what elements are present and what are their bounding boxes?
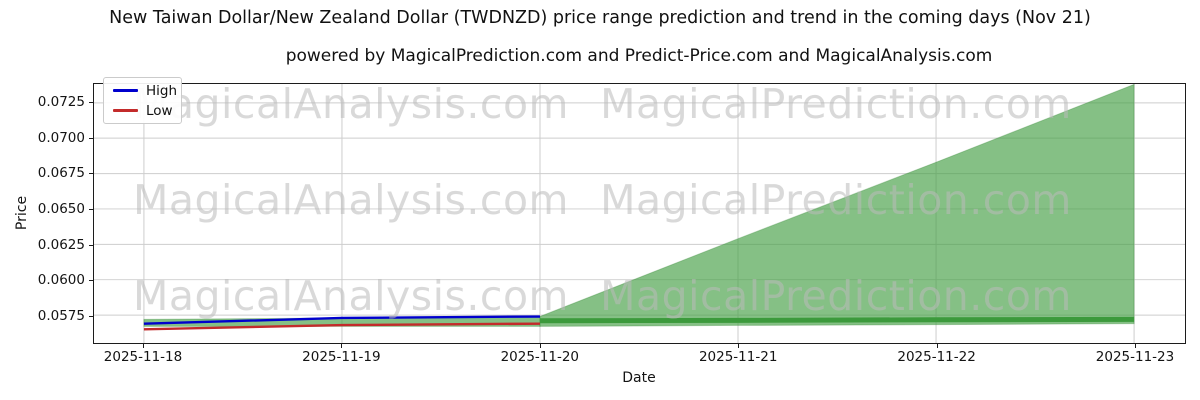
y-tick-mark [89,244,93,246]
legend-item-low: Low [113,104,181,118]
x-tick-label: 2025-11-19 [302,349,381,365]
x-tick-label: 2025-11-20 [500,349,580,365]
x-tick-mark [738,344,740,348]
chart-subtitle: powered by MagicalPrediction.com and Pre… [285,46,993,66]
chart-title: New Taiwan Dollar/New Zealand Dollar (TW… [109,8,1091,28]
x-tick-mark [1135,344,1136,348]
y-tick-label: 0.0675 [37,165,85,182]
x-tick-mark [539,344,541,348]
high-line-swatch [113,89,138,92]
y-tick-label: 0.0700 [37,129,85,146]
y-tick-mark [89,102,93,103]
legend-label-low: Low [146,102,173,119]
x-tick-mark [143,344,144,348]
y-tick-label: 0.0725 [37,94,85,110]
x-tick-label: 2025-11-18 [103,349,183,365]
legend: High Low [103,77,182,124]
y-tick-label: 0.0625 [37,236,85,253]
y-tick-mark [89,137,93,139]
low-line-swatch [113,109,138,112]
y-tick-mark [89,173,93,175]
x-axis-label: Date [622,370,656,386]
plot-area [93,83,1186,344]
y-tick-mark [89,280,93,282]
y-tick-mark [89,315,93,317]
high-line [143,315,540,325]
plot-canvas [94,84,1185,343]
x-tick-label: 2025-11-21 [698,349,778,365]
y-tick-label: 0.0650 [37,200,85,217]
y-tick-mark [89,208,93,210]
forecast-cone-area [539,84,1135,327]
low-line [143,322,540,331]
trend-line [539,316,1135,324]
legend-label-high: High [146,82,178,99]
x-tick-mark [936,344,938,348]
x-tick-label: 2025-11-23 [1095,349,1175,365]
y-tick-label: 0.0575 [37,307,85,324]
legend-item-high: High [113,84,181,98]
x-tick-label: 2025-11-22 [897,349,976,365]
y-tick-label: 0.0600 [37,272,85,289]
x-tick-mark [341,344,343,348]
